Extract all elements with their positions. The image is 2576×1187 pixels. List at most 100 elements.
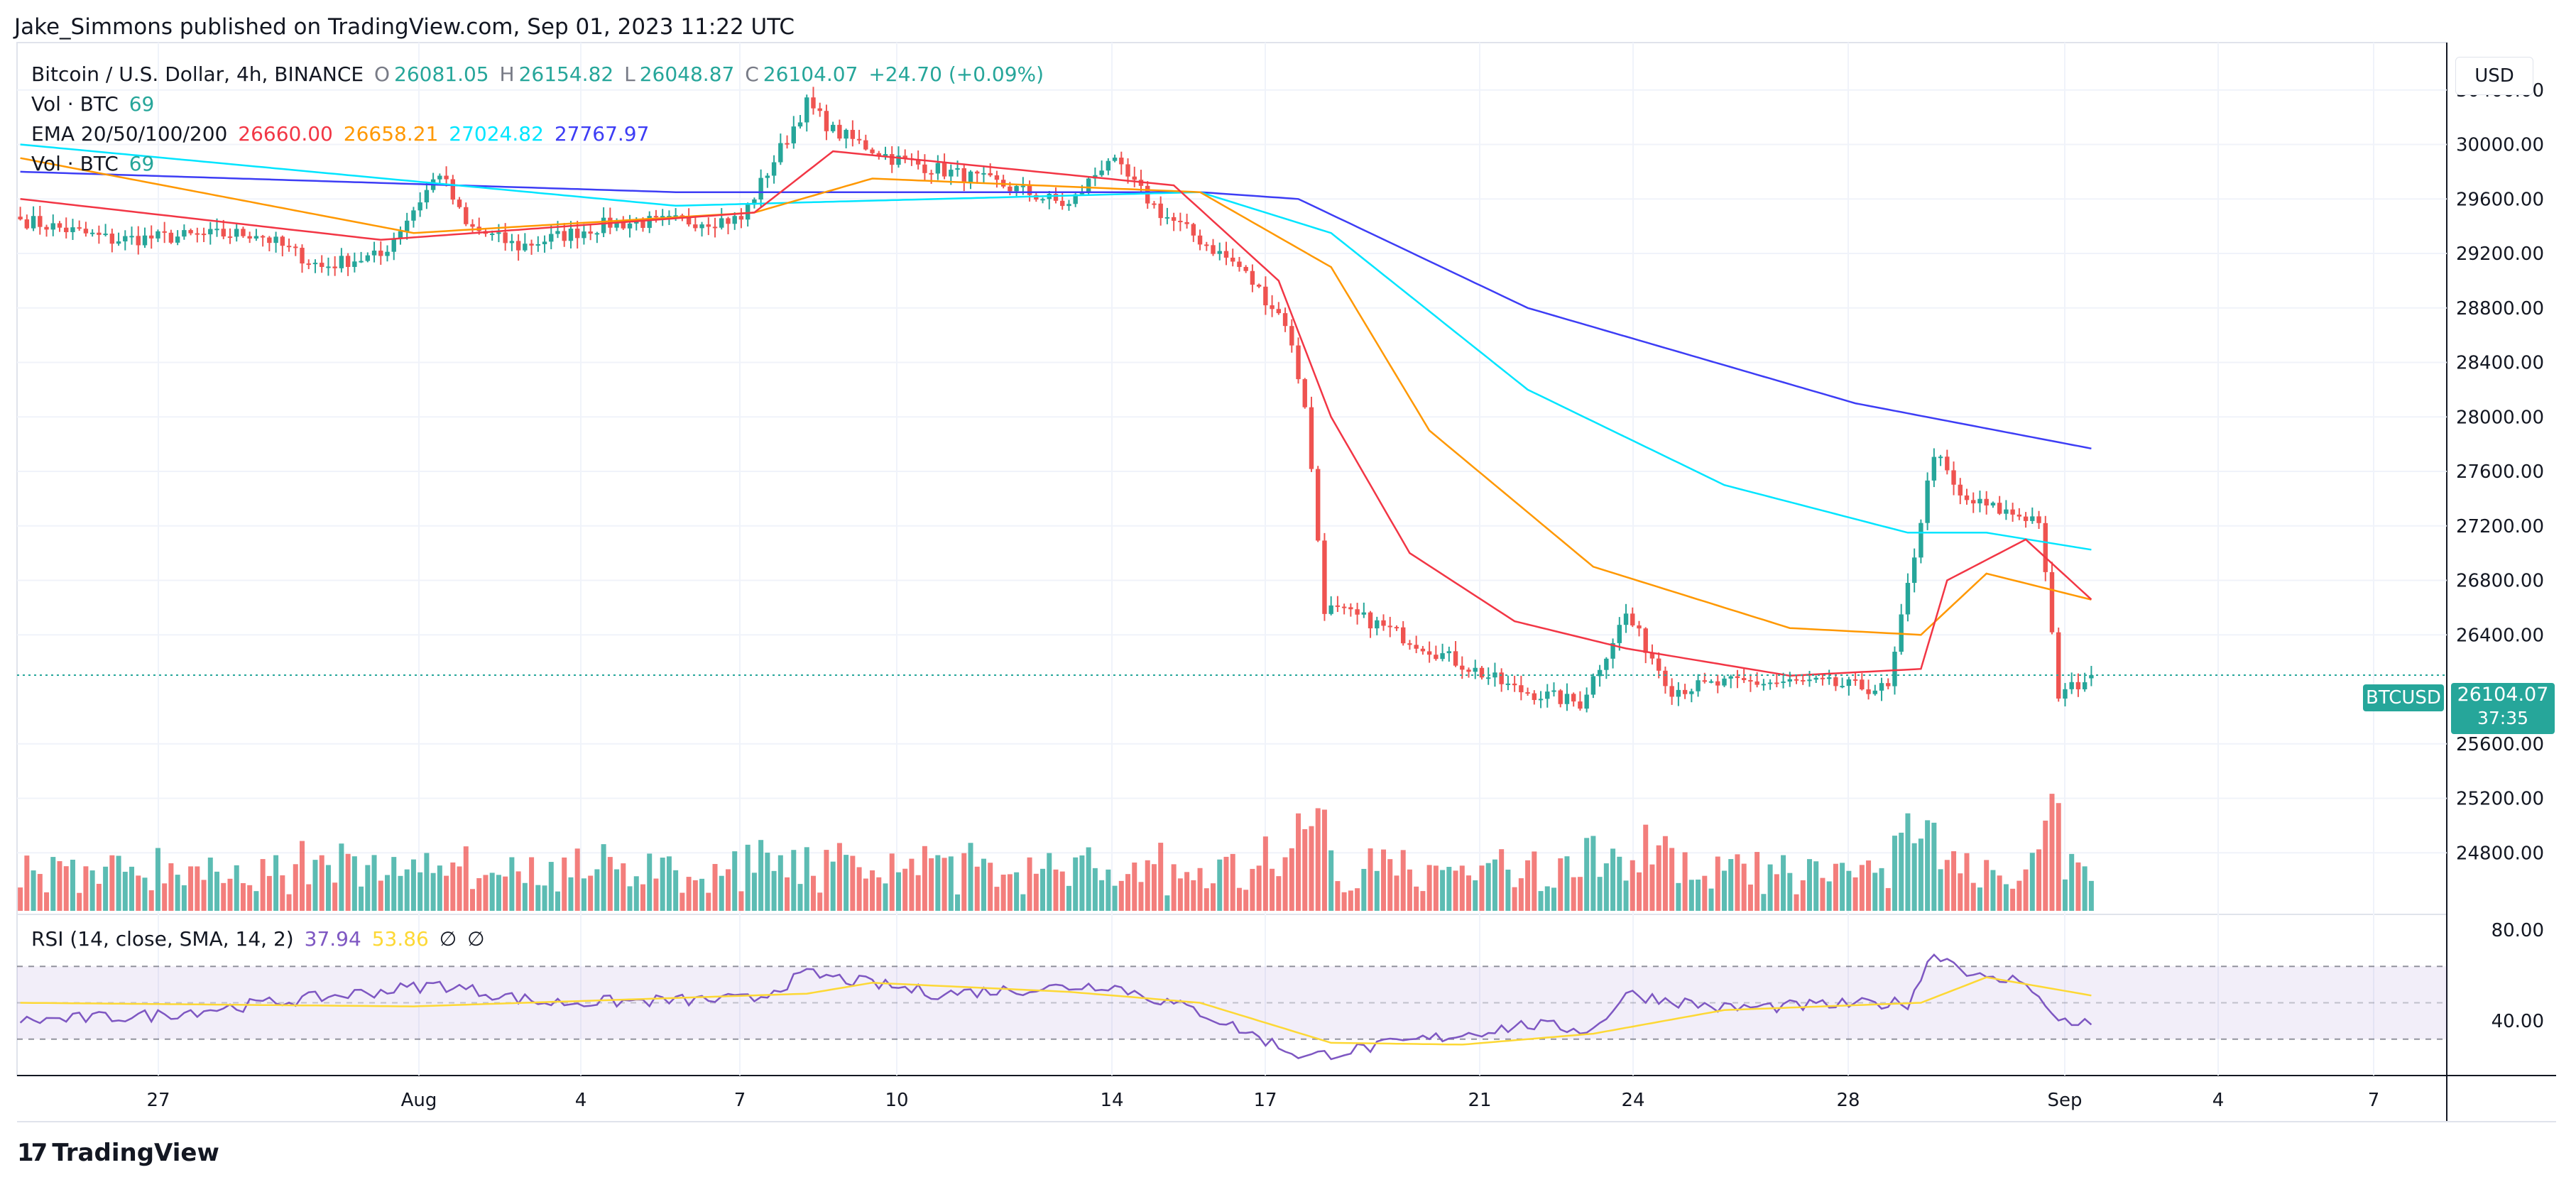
- volume-bar: [1787, 873, 1793, 911]
- volume-bar: [2088, 880, 2094, 911]
- symbol-legend[interactable]: Bitcoin / U.S. Dollar, 4h, BINANCE O 2608…: [31, 62, 1048, 86]
- ema100-value: 27024.82: [449, 122, 544, 146]
- candle-body: [464, 207, 469, 224]
- volume-bar: [1721, 870, 1727, 911]
- volume-bar: [1217, 859, 1223, 911]
- volume-bar: [1256, 865, 1262, 911]
- volume-bar: [430, 873, 436, 911]
- close-label: C: [745, 62, 759, 86]
- candle-body: [371, 251, 377, 256]
- volume-bar: [1899, 832, 1904, 911]
- candle-body: [1813, 677, 1818, 680]
- volume-bar: [777, 855, 783, 911]
- volume-bar: [1866, 860, 1872, 911]
- candle-body: [706, 224, 711, 227]
- x-tick-label: 4: [2212, 1090, 2225, 1111]
- candle-body: [1578, 701, 1583, 709]
- volume-bar: [1014, 872, 1020, 911]
- candle-body: [719, 218, 724, 228]
- ema200-line: [20, 170, 2092, 450]
- volume-bar: [1754, 852, 1760, 911]
- candle-body: [844, 129, 848, 139]
- candle-body: [437, 175, 442, 180]
- volume-bar: [1000, 875, 1006, 911]
- volume-bar: [1964, 853, 1970, 911]
- candle-body: [1879, 683, 1884, 691]
- volume-bar: [168, 863, 174, 911]
- volume-bar: [1603, 863, 1609, 911]
- volume-bar: [1649, 864, 1655, 911]
- candle-body: [824, 111, 829, 131]
- volume-legend-2[interactable]: Vol · BTC 69: [31, 152, 158, 175]
- ema-legend[interactable]: EMA 20/50/100/200 26660.00 26658.21 2702…: [31, 122, 653, 146]
- candle-body: [1341, 606, 1347, 608]
- candle-body: [634, 221, 639, 224]
- volume-bar: [463, 846, 469, 911]
- volume-legend[interactable]: Vol · BTC 69: [31, 92, 158, 116]
- candle-body: [1440, 653, 1445, 660]
- candle-body: [876, 153, 881, 157]
- candle-body: [214, 229, 219, 231]
- candle-body: [1971, 500, 1976, 504]
- candle-body: [1604, 658, 1609, 670]
- volume-bar: [470, 889, 476, 911]
- volume-bar: [1656, 845, 1661, 911]
- candle-body: [915, 159, 921, 165]
- candle-body: [1125, 164, 1130, 177]
- x-tick-label: Sep: [2047, 1090, 2082, 1111]
- volume-bar: [1951, 851, 1957, 911]
- candle-body: [660, 216, 665, 218]
- volume-bar: [365, 865, 371, 911]
- candle-body: [1663, 670, 1668, 687]
- candle-body: [883, 154, 888, 157]
- candle-body: [890, 154, 895, 165]
- candle-body: [1027, 185, 1032, 195]
- x-tick-label: 7: [2368, 1090, 2380, 1111]
- candle-body: [667, 216, 672, 218]
- candle-body: [1145, 185, 1150, 204]
- candle-body: [1368, 612, 1373, 629]
- volume-bar: [1033, 873, 1039, 911]
- candle-body: [2089, 675, 2094, 679]
- volume-bar: [404, 869, 410, 911]
- volume-bar: [1059, 871, 1065, 911]
- volume-bar: [844, 855, 849, 911]
- volume-bar: [2075, 862, 2081, 911]
- volume-bar: [981, 858, 986, 911]
- volume-bar: [1250, 868, 1255, 911]
- volume-bar: [542, 885, 547, 911]
- candle-body: [2063, 689, 2068, 699]
- candle-body: [929, 173, 934, 175]
- candle-body: [1643, 628, 1648, 653]
- high-label: H: [499, 62, 515, 86]
- volume-bar: [339, 843, 344, 911]
- volume-bar: [1132, 862, 1137, 911]
- candle-body: [896, 155, 901, 165]
- candle-body: [18, 217, 23, 220]
- x-tick-label: Aug: [401, 1090, 437, 1111]
- candle-body: [38, 216, 43, 227]
- volume-bar: [706, 892, 711, 911]
- candle-body: [162, 231, 167, 233]
- volume-bar: [594, 869, 600, 911]
- x-tick-label: 17: [1253, 1090, 1277, 1111]
- volume-bar: [1688, 880, 1694, 911]
- y-tick-label: 28800.00: [2456, 298, 2544, 319]
- candle-body: [817, 108, 822, 111]
- candle-body: [785, 143, 790, 145]
- volume-bar: [240, 882, 246, 911]
- candle-body: [326, 266, 331, 268]
- candle-body: [1479, 667, 1485, 678]
- currency-button[interactable]: USD: [2455, 57, 2533, 95]
- volume-bar: [817, 892, 823, 911]
- volume-bar: [489, 873, 495, 911]
- volume-bar: [1361, 868, 1367, 911]
- candle-body: [1826, 677, 1832, 679]
- candle-body: [1637, 625, 1642, 629]
- rsi-legend[interactable]: RSI (14, close, SMA, 14, 2) 37.94 53.86 …: [31, 927, 489, 951]
- candle-body: [555, 231, 560, 234]
- footer-brand[interactable]: 17 TradingView: [17, 1139, 219, 1167]
- candle-body: [758, 177, 763, 199]
- candle-body: [109, 234, 115, 244]
